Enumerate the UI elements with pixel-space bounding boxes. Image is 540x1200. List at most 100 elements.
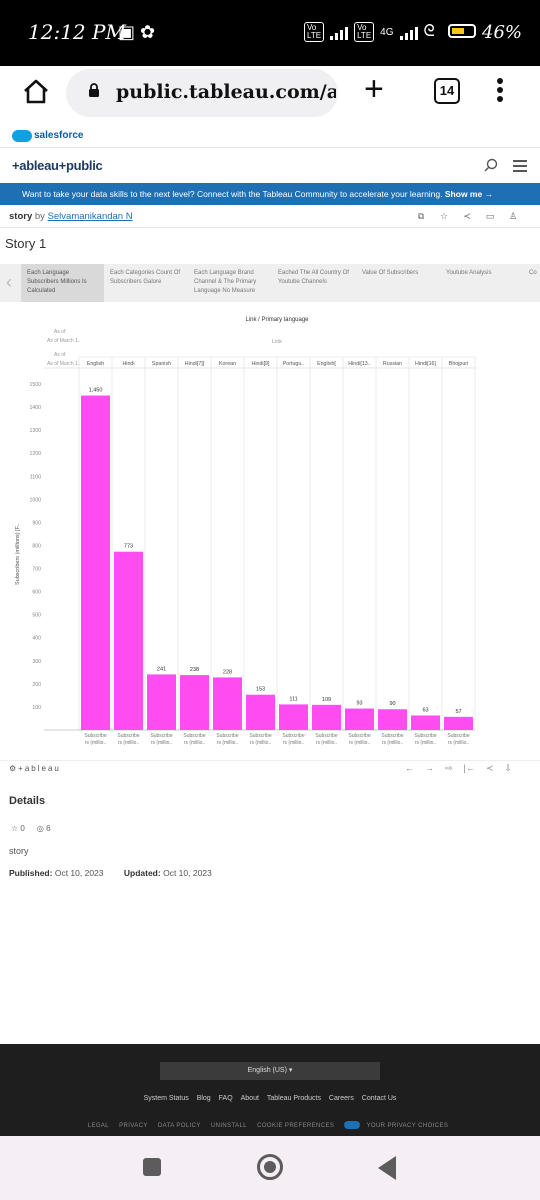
legal-link[interactable]: COOKIE PREFERENCES	[257, 1122, 335, 1129]
tab-switcher-button[interactable]: 14	[434, 78, 460, 104]
y-tick-label: 500	[32, 613, 41, 619]
bar	[378, 709, 407, 730]
row-label: As of	[54, 329, 66, 335]
browser-menu-icon[interactable]	[496, 78, 504, 106]
bar	[345, 708, 374, 730]
details-heading: Details	[9, 795, 46, 807]
privacy-choices-link[interactable]: YOUR PRIVACY CHOICES	[344, 1121, 452, 1129]
previous-story-point-icon[interactable]: ‹	[6, 272, 12, 292]
views-count: ◎ 6	[36, 824, 51, 833]
y-tick-label: 1500	[29, 382, 41, 388]
lock-icon	[89, 83, 99, 97]
category-label: English	[87, 361, 104, 367]
back-nav-icon[interactable]	[378, 1156, 396, 1180]
tableau-public-logo[interactable]: +ableau+public	[12, 158, 103, 173]
user-icon[interactable]: ♙	[508, 211, 518, 221]
share-icon[interactable]: ≺	[485, 763, 494, 773]
footer-link[interactable]: Contact Us	[361, 1095, 397, 1102]
recent-apps-icon[interactable]	[143, 1158, 161, 1176]
x-measure-label: Subscribe	[315, 733, 337, 739]
bar-value-label: 63	[422, 707, 428, 713]
y-tick-label: 1300	[29, 428, 41, 434]
story-point-5[interactable]: Value Of Subscribers	[362, 270, 419, 276]
bar-value-label: 773	[124, 544, 133, 550]
home-nav-icon[interactable]	[257, 1154, 283, 1180]
y-tick-label: 1100	[30, 474, 41, 480]
download-icon[interactable]: ⇩	[504, 763, 512, 773]
legal-link[interactable]: DATA POLICY	[157, 1122, 201, 1129]
bar	[147, 674, 176, 730]
story-point-7[interactable]: Co	[529, 270, 537, 276]
story-title: Story 1	[5, 236, 47, 251]
x-measure-label: Subscribe	[348, 733, 370, 739]
first-icon[interactable]: |←	[463, 763, 475, 773]
home-icon[interactable]	[22, 78, 50, 104]
column-header: Link	[272, 339, 282, 345]
bar-value-label: 109	[322, 697, 331, 703]
tableau-viz-toolbar: ⚙+ableau ← → ⇨ |← ≺ ⇩	[0, 760, 540, 776]
bar	[279, 704, 308, 730]
viz-title-bar: story by Selvamanikandan N ⧉ ☆ ≺ ▭ ♙	[0, 206, 540, 228]
story-point-2[interactable]: Each Categories Count Of Subscribers Gal…	[110, 270, 181, 285]
community-banner: Want to take your data skills to the nex…	[0, 183, 540, 205]
bar-value-label: 1,450	[89, 388, 103, 394]
x-measure-label: Subscribe	[183, 733, 205, 739]
copy-icon[interactable]: ⧉	[417, 211, 425, 221]
share-icon[interactable]: ≺	[463, 211, 471, 221]
redo-icon[interactable]: →	[425, 763, 434, 773]
story-point-6[interactable]: Youtube Analysis	[446, 270, 492, 276]
category-label: Hindi	[122, 361, 134, 367]
lte-icon-2: Vo LTE	[354, 22, 375, 42]
workbook-name: story	[9, 846, 29, 856]
banner-show-me-link[interactable]: Show me →	[444, 189, 494, 199]
site-footer: English (US) ▾ System Status Blog FAQ Ab…	[0, 1044, 540, 1136]
footer-link[interactable]: About	[240, 1095, 259, 1102]
viz-toolbar-tools: ← → ⇨ |← ≺ ⇩	[405, 763, 512, 774]
x-measure-label: rs (millio..	[184, 740, 205, 746]
x-measure-label: Subscribe	[117, 733, 139, 739]
category-label: Hindi[16]	[415, 361, 436, 367]
revert-icon[interactable]: ⇨	[445, 763, 453, 773]
viz-actions: ⧉ ☆ ≺ ▭ ♙	[416, 211, 518, 221]
x-measure-label: Subscribe	[447, 733, 469, 739]
hamburger-menu-icon[interactable]	[513, 160, 527, 172]
category-label: Korean	[219, 361, 236, 367]
tableau-brand-text: +ableau	[18, 764, 61, 773]
address-bar[interactable]: public.tableau.com/app	[66, 69, 338, 117]
story-point-3[interactable]: Each Language Brand Channel & The Primar…	[194, 270, 257, 294]
new-tab-icon[interactable]: +	[364, 70, 384, 108]
legal-link[interactable]: UNINSTALL	[210, 1122, 248, 1129]
x-measure-label: Subscribe	[381, 733, 403, 739]
bar-value-label: 57	[455, 709, 461, 715]
legal-link[interactable]: PRIVACY	[119, 1122, 148, 1129]
category-label: English[	[317, 361, 336, 367]
privacy-choices-text: YOUR PRIVACY CHOICES	[366, 1122, 449, 1129]
favorite-star-icon[interactable]: ☆	[439, 211, 449, 221]
network-type: 4G	[380, 26, 394, 38]
bar	[312, 704, 341, 730]
hotspot-icon: ᘓ	[423, 23, 435, 40]
story-point-4[interactable]: Eached The All Country Of Youtube Channe…	[278, 270, 349, 285]
legal-links: LEGAL PRIVACY DATA POLICY UNINSTALL COOK…	[0, 1121, 540, 1129]
x-measure-label: Subscribe	[150, 733, 172, 739]
comment-icon[interactable]: ▭	[485, 211, 495, 221]
y-tick-label: 1000	[29, 497, 41, 503]
legal-link[interactable]: LEGAL	[87, 1122, 110, 1129]
footer-link[interactable]: Blog	[196, 1095, 211, 1102]
story-point-1[interactable]: Each Language Subscribers Millions Is Ca…	[21, 264, 104, 302]
search-icon[interactable]	[484, 158, 498, 172]
footer-link[interactable]: Tableau Products	[266, 1095, 321, 1102]
viz-stats: ☆ 0 ◎ 6	[11, 824, 51, 833]
bar	[114, 551, 143, 730]
footer-link[interactable]: FAQ	[218, 1095, 233, 1102]
viz-name: story by Selvamanikandan N	[9, 211, 133, 222]
language-select[interactable]: English (US) ▾	[160, 1062, 380, 1080]
author-link[interactable]: Selvamanikandan N	[47, 211, 133, 222]
salesforce-brand[interactable]: salesforce	[34, 130, 84, 141]
category-label: Hindi[7][	[185, 361, 205, 367]
x-measure-label: Subscribe	[282, 733, 304, 739]
footer-link[interactable]: Careers	[328, 1095, 354, 1102]
y-tick-label: 100	[32, 705, 41, 711]
footer-link[interactable]: System Status	[143, 1095, 189, 1102]
undo-icon[interactable]: ←	[405, 763, 414, 773]
